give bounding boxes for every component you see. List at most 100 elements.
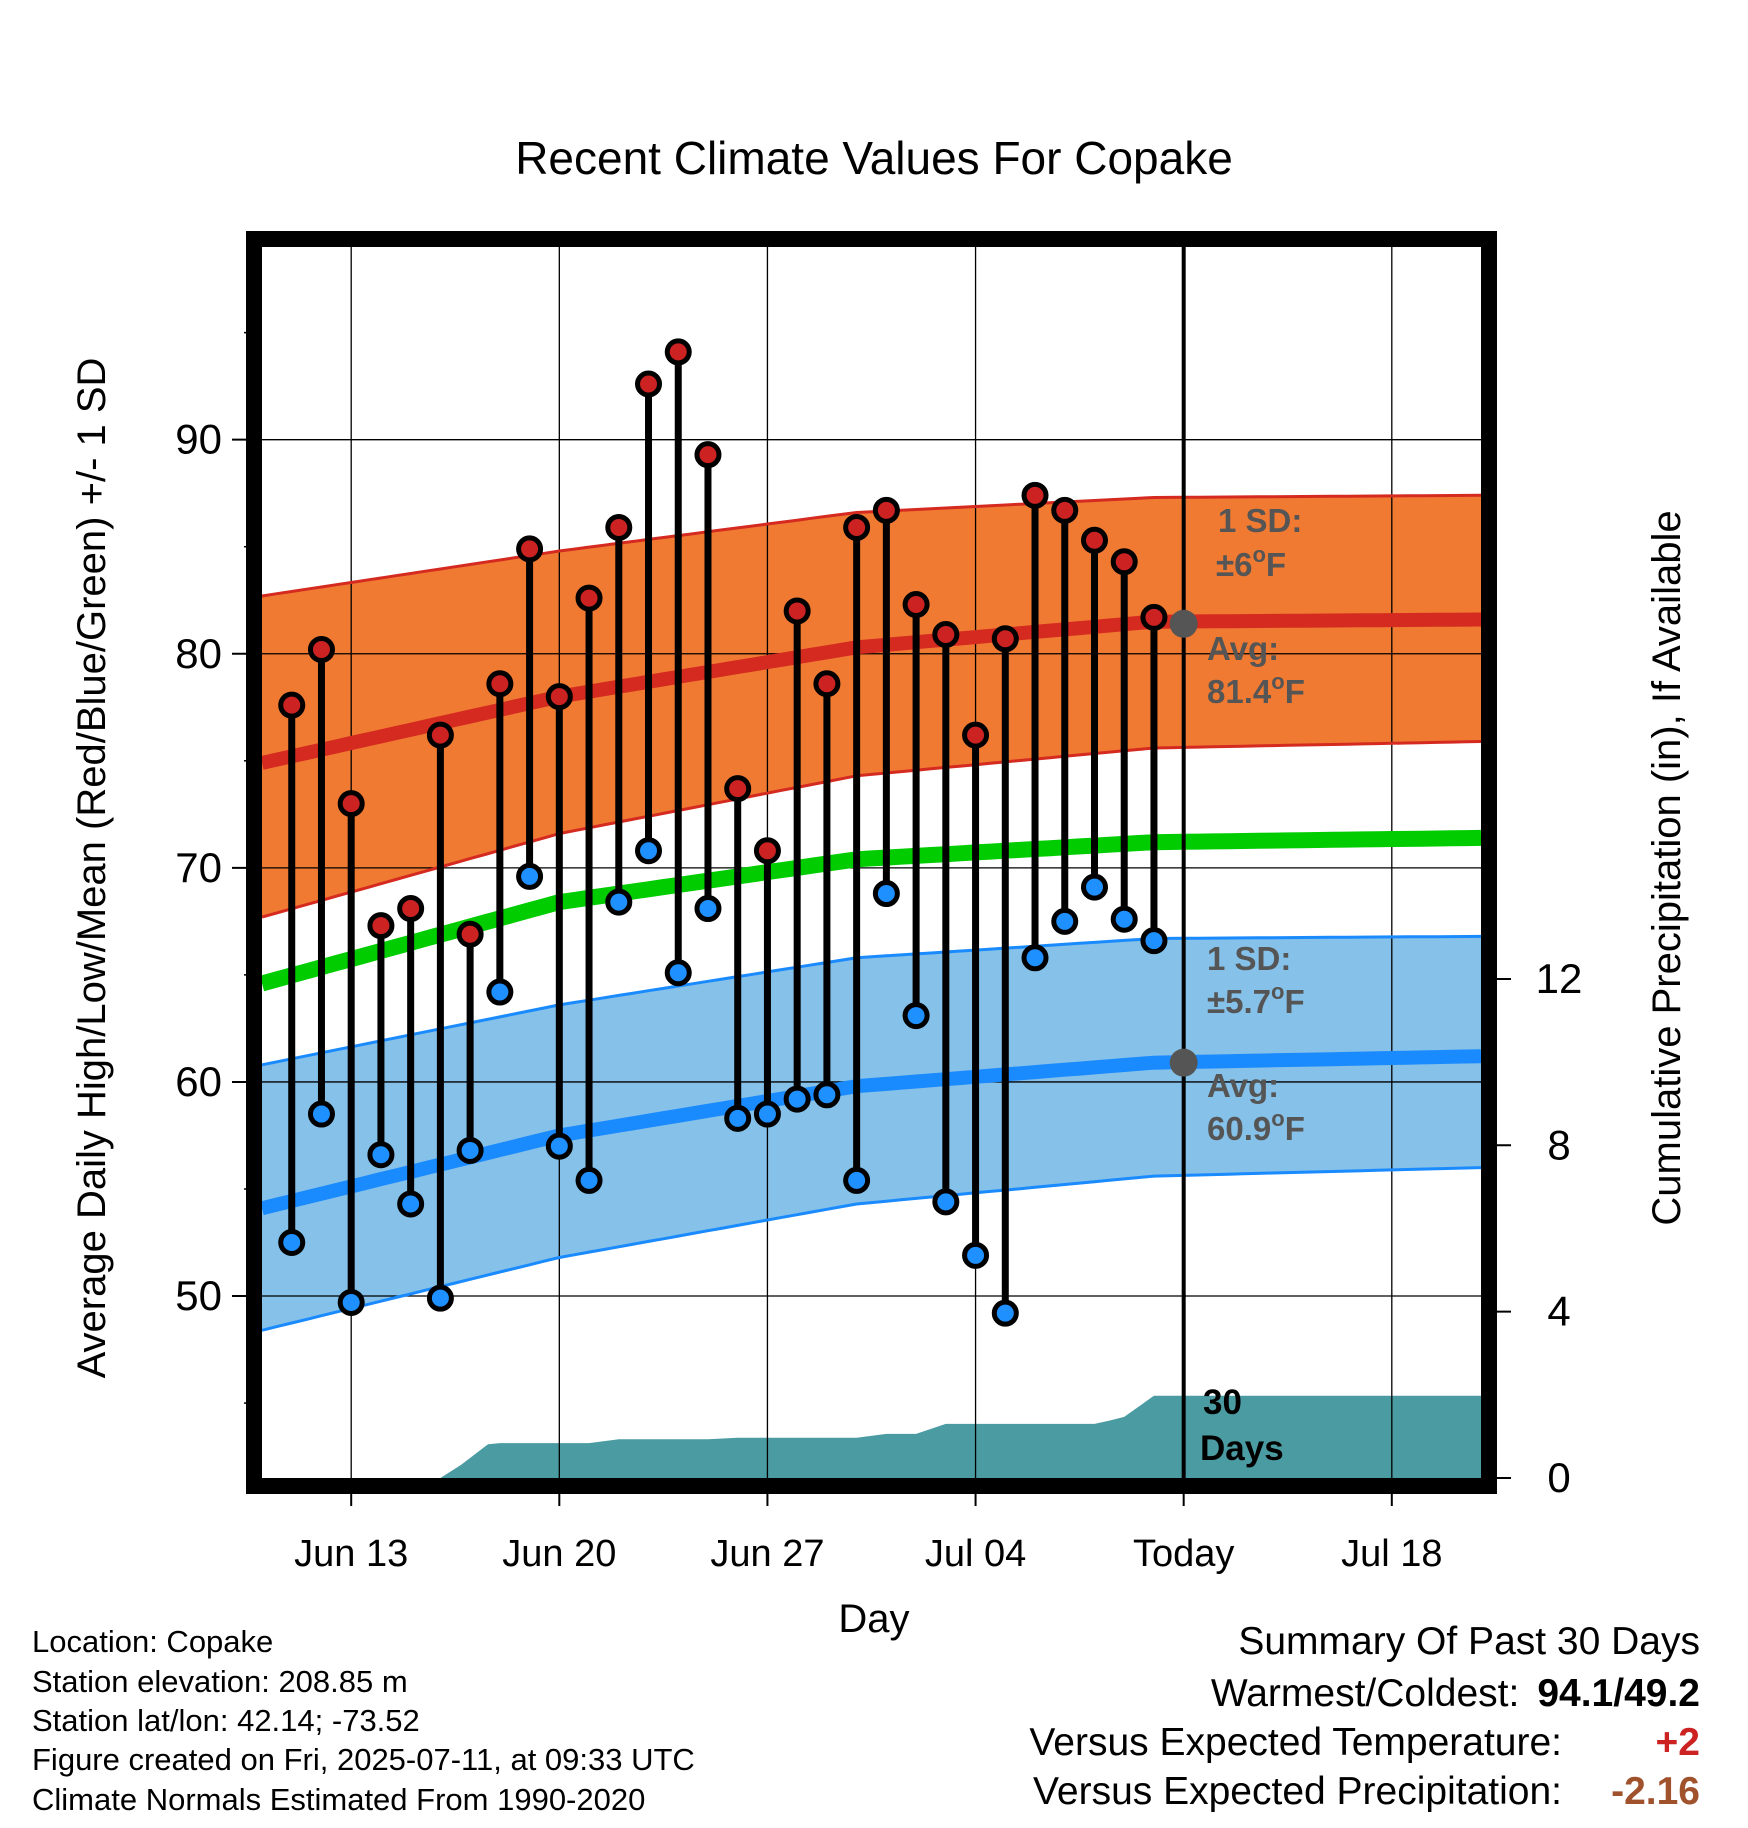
x-tick-label: Jul 18: [1341, 1533, 1442, 1575]
daily-low-point: [367, 1141, 395, 1169]
daily-low-point: [516, 862, 544, 890]
daily-low-point: [783, 1085, 811, 1113]
daily-high-point: [694, 441, 722, 469]
daily-low-point: [664, 959, 692, 987]
daily-high-point: [1110, 548, 1138, 576]
daily-low-point: [278, 1229, 306, 1257]
daily-low-point: [486, 978, 514, 1006]
daily-low-point: [872, 880, 900, 908]
summary-title: Summary Of Past 30 Days: [1238, 1620, 1700, 1663]
daily-low-point: [307, 1100, 335, 1128]
daily-low-point: [575, 1166, 603, 1194]
daily-low-point: [1051, 907, 1079, 935]
precip-days-label-2: Days: [1200, 1429, 1284, 1468]
y-left-tick-label: 50: [175, 1272, 222, 1319]
daily-high-point: [902, 591, 930, 619]
stems-layer: [288, 351, 1158, 1314]
plot-frame: [246, 231, 1497, 1494]
daily-low-point: [694, 895, 722, 923]
info-elevation: Station elevation: 208.85 m: [32, 1664, 408, 1699]
daily-low-point: [1080, 873, 1108, 901]
precip-days-label-1: 30: [1203, 1383, 1242, 1422]
daily-low-point: [635, 837, 663, 865]
low-lower-edge: [261, 1166, 1482, 1332]
axes-layer: Jun 13 Jun 20 Jun 27 Jul 04 Today Jul 18 50 60 7…: [175, 331, 1583, 1575]
summary-warmest-row: Warmest/Coldest: 94.1/49.2: [1211, 1672, 1700, 1716]
y-right-tick-label: 0: [1547, 1454, 1570, 1501]
daily-high-point: [486, 670, 514, 698]
normal-high-avg-line: [260, 612, 1482, 770]
daily-low-point: [397, 1190, 425, 1218]
daily-low-point: [962, 1241, 990, 1269]
daily-low-point: [991, 1299, 1019, 1327]
high-avg-value: 81.4oF: [1207, 669, 1305, 710]
daily-low-point: [545, 1132, 573, 1160]
daily-high-point: [813, 670, 841, 698]
daily-high-point: [962, 721, 990, 749]
daily-high-point: [456, 920, 484, 948]
normal-bands-layer: [262, 495, 1481, 1331]
high-sd-label: 1 SD:: [1218, 502, 1302, 539]
y-right-tick-label: 12: [1536, 955, 1583, 1002]
low-upper-edge: [261, 934, 1482, 1067]
daily-high-point: [753, 837, 781, 865]
x-tick-label: Jun 13: [294, 1533, 408, 1575]
markers-layer: [278, 338, 1168, 1327]
daily-low-point: [724, 1104, 752, 1132]
daily-high-point: [635, 370, 663, 398]
x-tick-label: Jun 20: [502, 1533, 616, 1575]
daily-high-point: [397, 895, 425, 923]
low-avg-value: 60.9oF: [1207, 1106, 1305, 1147]
daily-low-point: [337, 1288, 365, 1316]
y-right-tick-label: 4: [1547, 1288, 1570, 1335]
daily-high-point: [1140, 603, 1168, 631]
daily-high-point: [724, 775, 752, 803]
low-sd-value: ±5.7oF: [1207, 979, 1305, 1020]
daily-low-point: [605, 888, 633, 916]
daily-high-point: [575, 584, 603, 612]
daily-low-point: [456, 1136, 484, 1164]
daily-high-point: [278, 691, 306, 719]
y-left-tick-label: 70: [175, 844, 222, 891]
info-location: Location: Copake: [32, 1624, 274, 1659]
daily-high-point: [545, 683, 573, 711]
summary-precip-row: Versus Expected Precipitation: -2.16: [1033, 1770, 1700, 1814]
daily-high-point: [1080, 526, 1108, 554]
low-avg-label: Avg:: [1207, 1067, 1279, 1104]
daily-low-point: [813, 1081, 841, 1109]
daily-high-point: [605, 513, 633, 541]
daily-high-point: [337, 790, 365, 818]
y-left-tick-label: 80: [175, 630, 222, 677]
daily-low-point: [426, 1284, 454, 1312]
x-tick-label: Jul 04: [925, 1533, 1026, 1575]
daily-high-point: [367, 912, 395, 940]
summary-temp-value: +2: [1655, 1721, 1700, 1764]
summary-warmest-label: Warmest/Coldest:: [1210, 1672, 1520, 1715]
daily-low-point: [902, 1002, 930, 1030]
summary-temp-label: Versus Expected Temperature:: [1029, 1721, 1562, 1764]
daily-high-point: [872, 496, 900, 524]
summary-temp-row: Versus Expected Temperature: +2: [1029, 1721, 1700, 1765]
daily-low-point: [932, 1188, 960, 1216]
x-axis-label: Day: [838, 1597, 909, 1641]
y-right-tick-label: 8: [1547, 1121, 1570, 1168]
high-upper-edge: [261, 493, 1482, 598]
daily-high-point: [1021, 481, 1049, 509]
info-created: Figure created on Fri, 2025-07-11, at 09…: [32, 1742, 695, 1777]
daily-low-point: [1021, 944, 1049, 972]
y-left-tick-label: 90: [175, 416, 222, 463]
low-avg-dot: [1169, 1048, 1198, 1077]
x-tick-label: Today: [1133, 1533, 1234, 1575]
daily-high-point: [843, 513, 871, 541]
info-latlon: Station lat/lon: 42.14; -73.52: [32, 1703, 420, 1738]
daily-high-point: [991, 625, 1019, 653]
x-tick-label: Jun 27: [710, 1533, 824, 1575]
daily-high-point: [783, 597, 811, 625]
summary-warmest-value: 94.1/49.2: [1537, 1672, 1700, 1715]
daily-low-point: [843, 1166, 871, 1194]
low-sd-band: [262, 936, 1481, 1331]
precip-layer: [440, 1395, 1481, 1478]
daily-high-point: [1051, 496, 1079, 524]
high-avg-dot: [1169, 609, 1198, 638]
